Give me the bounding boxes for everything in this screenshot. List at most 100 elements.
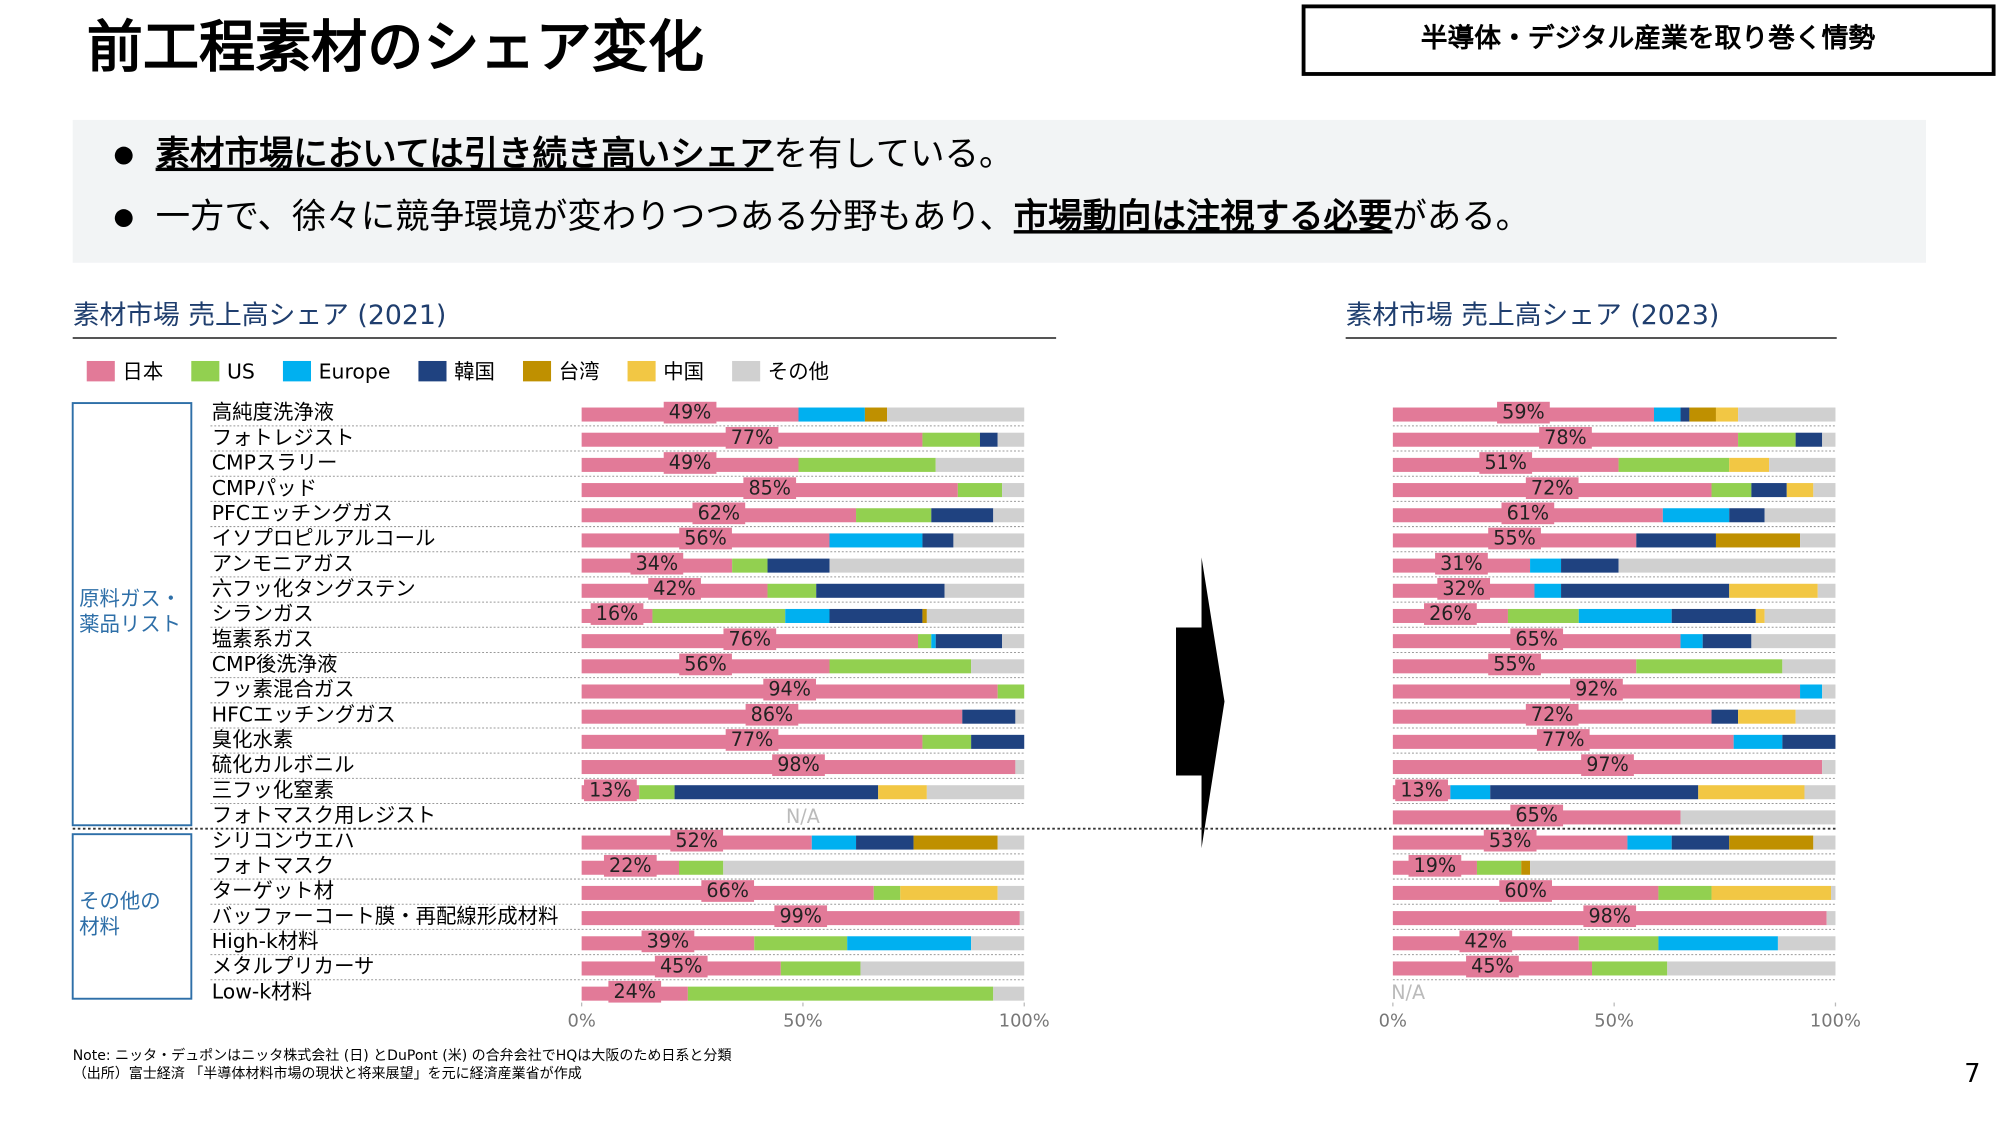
bar-segment	[922, 432, 980, 447]
label-bg	[1488, 527, 1541, 550]
label-bg	[725, 426, 779, 449]
label-bg	[723, 628, 777, 651]
category-label: シリコンウエハ	[212, 828, 355, 852]
bar-segment	[900, 885, 998, 900]
bar-segment	[922, 608, 927, 623]
bar-segment	[926, 785, 1025, 800]
value-label: 98%	[777, 753, 820, 776]
bar-segment	[767, 558, 830, 573]
value-label: 56%	[684, 527, 727, 550]
bar-segment	[1800, 684, 1823, 699]
group-label: その他の	[79, 889, 161, 913]
bar-segment	[953, 533, 1025, 548]
category-label: PFCエッチングガス	[212, 501, 393, 525]
bar-segment	[780, 961, 861, 976]
value-label: 76%	[729, 627, 772, 650]
category-label: フォトマスク用レジスト	[212, 803, 436, 827]
group-label: 原料ガス・	[79, 586, 181, 610]
value-label: 22%	[609, 854, 652, 877]
legend-swatch	[86, 360, 115, 382]
bar-segment	[1813, 483, 1836, 498]
bar-segment	[1618, 558, 1836, 573]
bar-segment	[1733, 734, 1783, 749]
legend-label: 台湾	[559, 359, 600, 383]
bar-segment	[1751, 483, 1787, 498]
label-bg	[725, 729, 779, 751]
bullet-dot	[114, 146, 133, 165]
value-label: 52%	[675, 829, 718, 852]
value-label: 77%	[731, 728, 774, 751]
bar-segment	[1015, 760, 1025, 775]
category-label: 六フッ化タングステン	[212, 577, 416, 601]
bar-segment	[1680, 634, 1703, 649]
bar-segment	[1680, 407, 1690, 422]
bar-segment	[754, 936, 848, 951]
bar-segment	[1662, 508, 1730, 523]
bar-segment	[1715, 533, 1801, 548]
bar-segment	[1711, 885, 1832, 900]
value-label: 99%	[779, 904, 822, 927]
label-bg	[1479, 452, 1533, 474]
value-label: 13%	[589, 778, 632, 801]
value-label: 60%	[1504, 879, 1547, 902]
group-box	[71, 833, 193, 1000]
category-label: ターゲット材	[212, 879, 334, 903]
bar-segment	[1578, 936, 1659, 951]
category-label: High-k材料	[212, 929, 319, 953]
bar-segment	[1521, 860, 1531, 875]
bar-segment	[1822, 432, 1836, 447]
value-label: 45%	[1471, 955, 1514, 978]
bar-segment	[732, 558, 768, 573]
bar-segment	[829, 659, 972, 674]
value-label: 19%	[1414, 854, 1457, 877]
bullet: 素材市場においては引き続き高いシェアを有している。	[156, 134, 1014, 174]
bar-segment	[1786, 483, 1814, 498]
bar-segment	[1777, 936, 1836, 951]
category-label: CMP後洗浄液	[212, 652, 338, 676]
bar-segment	[1729, 583, 1818, 598]
bar-segment	[971, 936, 1025, 951]
bar-segment	[997, 885, 1025, 900]
bullet-emphasis: 素材市場においては引き続き高いシェア	[156, 134, 774, 174]
legend-swatch	[522, 360, 552, 382]
label-bg	[1424, 603, 1477, 625]
bar-segment	[1636, 659, 1783, 674]
x-tick-label: 100%	[999, 1011, 1050, 1032]
bar-segment	[997, 684, 1025, 699]
bar-segment	[1831, 885, 1836, 900]
category-label: フォトマスク	[212, 853, 334, 877]
bar-segment	[1658, 936, 1778, 951]
x-tick-label: 50%	[783, 1011, 823, 1032]
bullet-dot	[114, 209, 133, 228]
bar-segment	[1769, 457, 1836, 472]
bar-segment	[679, 860, 724, 875]
value-label: 77%	[1542, 728, 1585, 751]
category-label: 塩素系ガス	[212, 627, 314, 651]
bar-segment	[1592, 961, 1668, 976]
label-bg	[663, 401, 717, 424]
bar-segment	[1738, 407, 1836, 422]
label-bg	[679, 653, 732, 676]
label-bg	[1583, 905, 1637, 928]
bar-segment	[1795, 432, 1823, 447]
label-bg	[1510, 628, 1564, 651]
bar-segment	[1729, 508, 1765, 523]
legend-label: 韓国	[454, 359, 495, 383]
bar-segment	[798, 407, 865, 422]
category-label: 硫化カルボニル	[212, 753, 355, 777]
value-label: 55%	[1493, 653, 1536, 676]
bar-segment	[1711, 709, 1739, 724]
label-bg	[1488, 653, 1541, 676]
bar-segment	[1813, 835, 1836, 850]
bar-segment	[1764, 608, 1836, 623]
bar-segment	[639, 785, 675, 800]
value-label: 42%	[1465, 930, 1508, 953]
category-label: 高純度洗浄液	[212, 400, 334, 424]
label-bg	[630, 552, 684, 575]
bar-segment	[847, 936, 972, 951]
label-bg	[1570, 678, 1623, 701]
bar-segment	[997, 835, 1025, 850]
bar-segment	[935, 457, 1025, 472]
label-bg	[772, 754, 825, 776]
bar-segment	[687, 986, 994, 1001]
